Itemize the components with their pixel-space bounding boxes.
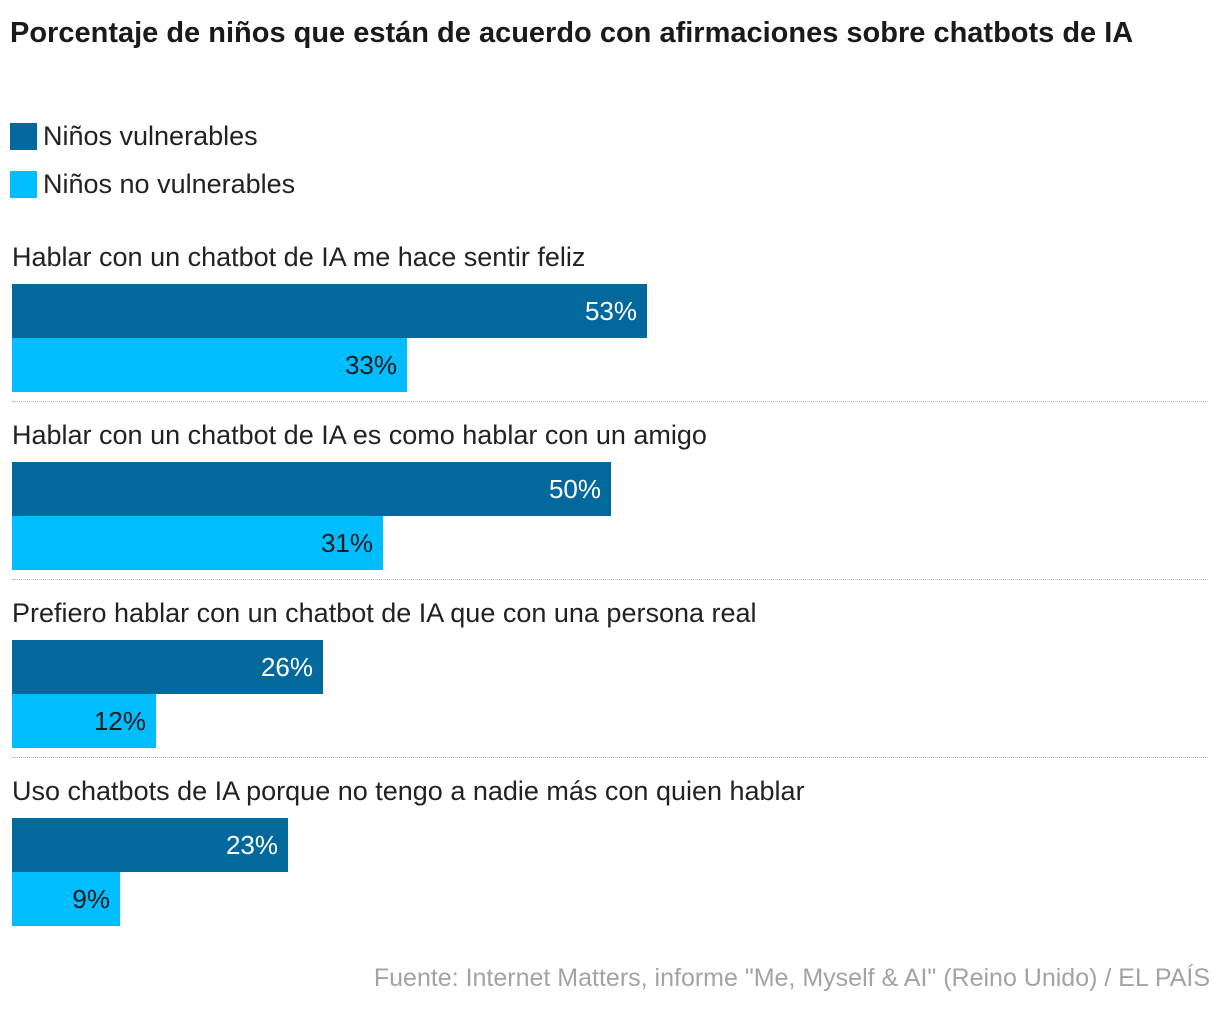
bar-no-vulnerables: 9% xyxy=(12,872,120,926)
bar-value-label: 23% xyxy=(225,830,278,860)
legend-item-vulnerables: Niños vulnerables xyxy=(10,120,295,151)
chart-title: Porcentaje de niños que están de acuerdo… xyxy=(10,17,1134,49)
category-label: Uso chatbots de IA porque no tengo a nad… xyxy=(12,776,805,806)
legend-item-no-vulnerables: Niños no vulnerables xyxy=(10,168,296,199)
bar-vulnerables: 50% xyxy=(12,462,611,516)
chart-legend: Niños vulnerables Niños no vulnerables xyxy=(10,120,296,218)
bar-value-label: 50% xyxy=(548,474,601,504)
bar-vulnerables: 26% xyxy=(12,640,323,694)
group-divider xyxy=(12,757,1208,758)
bar-value-label: 12% xyxy=(93,706,146,736)
legend-swatch-vulnerables xyxy=(10,122,37,150)
group-divider xyxy=(12,579,1208,580)
legend-label-vulnerables: Niños vulnerables xyxy=(43,120,258,151)
bar-vulnerables: 23% xyxy=(12,818,288,872)
bar-no-vulnerables: 12% xyxy=(12,694,156,748)
legend-swatch-no-vulnerables xyxy=(10,170,37,198)
bar-value-label: 9% xyxy=(72,884,110,914)
category-label: Hablar con un chatbot de IA me hace sent… xyxy=(12,242,586,272)
category-label: Hablar con un chatbot de IA es como habl… xyxy=(12,420,707,450)
bar-value-label: 26% xyxy=(260,652,313,682)
bar-value-label: 33% xyxy=(344,350,397,380)
bar-value-label: 53% xyxy=(584,296,637,326)
category-label: Prefiero hablar con un chatbot de IA que… xyxy=(12,598,757,628)
bar-value-label: 31% xyxy=(320,528,373,558)
group-divider xyxy=(12,401,1208,402)
bar-no-vulnerables: 31% xyxy=(12,516,383,570)
legend-label-no-vulnerables: Niños no vulnerables xyxy=(43,168,296,199)
bar-no-vulnerables: 33% xyxy=(12,338,407,392)
bar-vulnerables: 53% xyxy=(12,284,647,338)
source-note: Fuente: Internet Matters, informe "Me, M… xyxy=(373,964,1210,992)
